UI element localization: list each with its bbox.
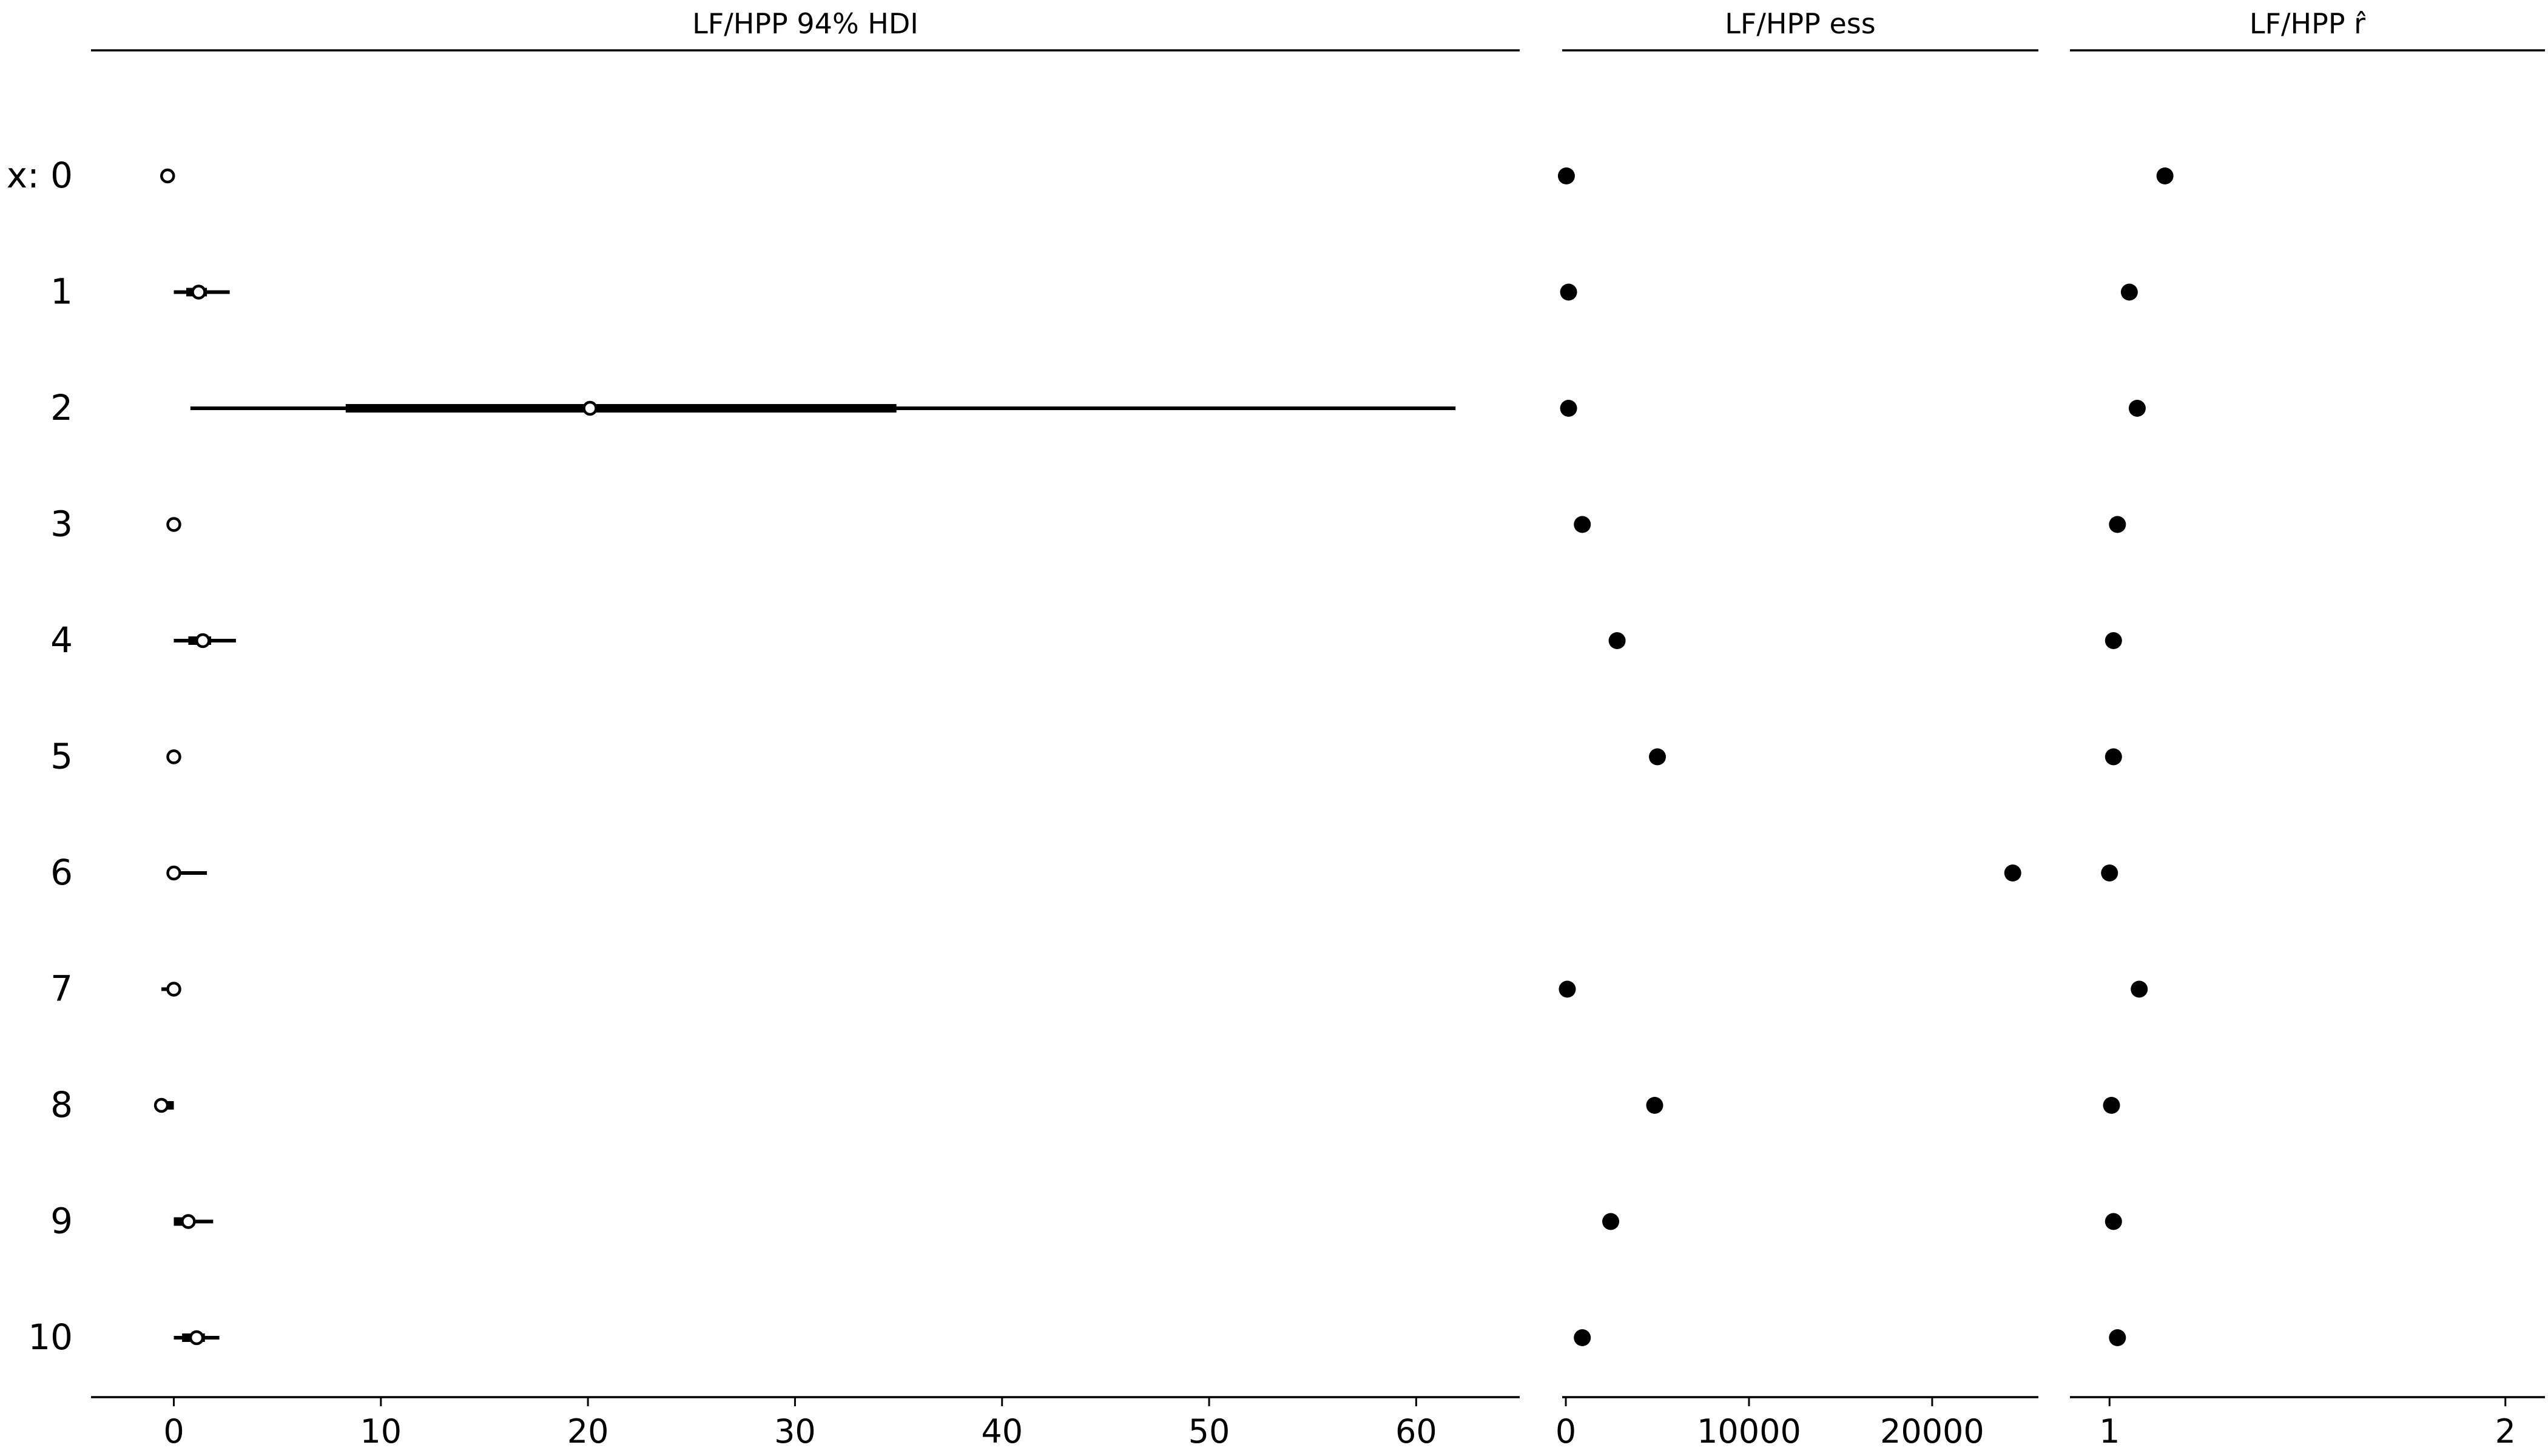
x-tick-label: 20000 <box>1880 1412 1984 1451</box>
ess-point <box>1574 516 1591 533</box>
rhat-point <box>2105 748 2122 766</box>
ess-point <box>1602 1213 1620 1230</box>
hdi-center-point <box>153 1097 169 1113</box>
x-tick-label: 1 <box>2099 1412 2120 1451</box>
hdi-center-point <box>582 400 598 416</box>
ess-point <box>1646 1097 1663 1114</box>
x-tick-label: 10000 <box>1697 1412 1801 1451</box>
panel-title: LF/HPP ess <box>1725 7 1876 40</box>
x-tick-label: 0 <box>163 1412 184 1451</box>
hdi-center-point <box>160 168 175 184</box>
x-tick-label: 10 <box>360 1412 402 1451</box>
hdi-center-point <box>191 285 206 300</box>
rhat-point <box>2105 1213 2122 1230</box>
ess-point <box>1559 980 1576 998</box>
row-label: 4 <box>50 619 73 661</box>
row-labels: x: 0 1 2 3 4 5 6 7 8 9 10 <box>7 155 73 1358</box>
rhat-point <box>2101 864 2118 881</box>
row-label: 6 <box>50 852 73 893</box>
panel-title: LF/HPP 94% HDI <box>692 7 918 40</box>
row-label: 5 <box>50 736 73 777</box>
x-tick-label: 50 <box>1188 1412 1230 1451</box>
row-label: x: 0 <box>7 155 73 196</box>
row-label: 10 <box>28 1316 73 1358</box>
row-label: 2 <box>50 387 73 428</box>
rhat-point <box>2109 516 2126 533</box>
hdi-center-point <box>189 1330 204 1346</box>
ess-point <box>1574 1329 1591 1346</box>
ess-point <box>1649 748 1666 766</box>
x-tick-label: 0 <box>1555 1412 1576 1451</box>
hdi-center-point <box>181 1214 196 1229</box>
row-label: 9 <box>50 1201 73 1242</box>
rhat-point <box>2128 400 2146 417</box>
x-tick-label: 30 <box>774 1412 816 1451</box>
row-label: 8 <box>50 1084 73 1125</box>
x-tick-label: 60 <box>1395 1412 1437 1451</box>
ess-point <box>1560 400 1577 417</box>
ess-point <box>1560 283 1577 301</box>
x-tick-label: 40 <box>981 1412 1023 1451</box>
ess-point <box>2004 864 2021 881</box>
rhat-point <box>2109 1329 2126 1346</box>
ess-panel: LF/HPP ess 0 10000 20000 <box>1555 7 2038 1451</box>
row-label: 7 <box>50 968 73 1009</box>
row-label: 1 <box>50 271 73 312</box>
hdi-center-point <box>166 517 181 532</box>
x-tick-label: 2 <box>2495 1412 2516 1451</box>
ess-point <box>1557 167 1575 184</box>
rhat-panel: LF/HPP r̂ 1 2 <box>2070 7 2545 1451</box>
rhat-point <box>2103 1097 2120 1114</box>
hdi-center-point <box>166 749 181 764</box>
hdi-center-point <box>166 865 181 881</box>
hdi-panel: LF/HPP 94% HDI 0 10 20 30 40 50 60 <box>91 7 1520 1451</box>
hdi-center-point <box>166 982 181 997</box>
row-label: 3 <box>50 504 73 545</box>
hdi-center-point <box>195 633 211 649</box>
panel-title: LF/HPP r̂ <box>2250 7 2366 40</box>
x-tick-label: 20 <box>567 1412 609 1451</box>
rhat-point <box>2156 167 2174 184</box>
rhat-point <box>2120 283 2138 301</box>
ess-point <box>1608 632 1626 649</box>
rhat-point <box>2105 632 2122 649</box>
rhat-point <box>2131 980 2148 998</box>
